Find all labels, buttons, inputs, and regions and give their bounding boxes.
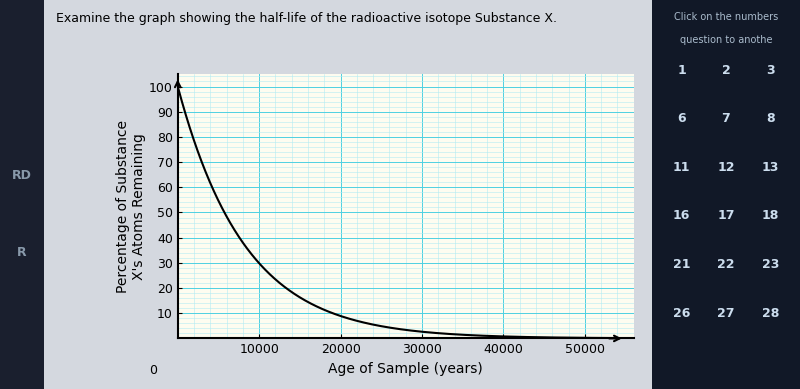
Text: 16: 16: [673, 209, 690, 223]
Text: 23: 23: [762, 258, 779, 271]
Text: 8: 8: [766, 112, 774, 125]
Text: 28: 28: [762, 307, 779, 320]
Text: 7: 7: [722, 112, 730, 125]
Text: 2: 2: [722, 63, 730, 77]
Text: RD: RD: [12, 168, 32, 182]
Text: 6: 6: [678, 112, 686, 125]
Text: Examine the graph showing the half-life of the radioactive isotope Substance X.: Examine the graph showing the half-life …: [56, 12, 557, 25]
Text: 1: 1: [678, 63, 686, 77]
Text: question to anothe: question to anothe: [680, 35, 772, 45]
Text: R: R: [17, 246, 27, 259]
Y-axis label: Percentage of Substance
X's Atoms Remaining: Percentage of Substance X's Atoms Remain…: [116, 120, 146, 293]
Text: 11: 11: [673, 161, 690, 174]
Text: 17: 17: [718, 209, 734, 223]
Text: 18: 18: [762, 209, 779, 223]
Text: 21: 21: [673, 258, 690, 271]
Text: Click on the numbers: Click on the numbers: [674, 12, 778, 22]
Text: 12: 12: [718, 161, 734, 174]
X-axis label: Age of Sample (years): Age of Sample (years): [328, 362, 483, 376]
Text: 0: 0: [150, 364, 158, 377]
Text: 22: 22: [718, 258, 734, 271]
Text: 27: 27: [718, 307, 734, 320]
Text: 26: 26: [673, 307, 690, 320]
Text: 13: 13: [762, 161, 779, 174]
Text: 3: 3: [766, 63, 774, 77]
